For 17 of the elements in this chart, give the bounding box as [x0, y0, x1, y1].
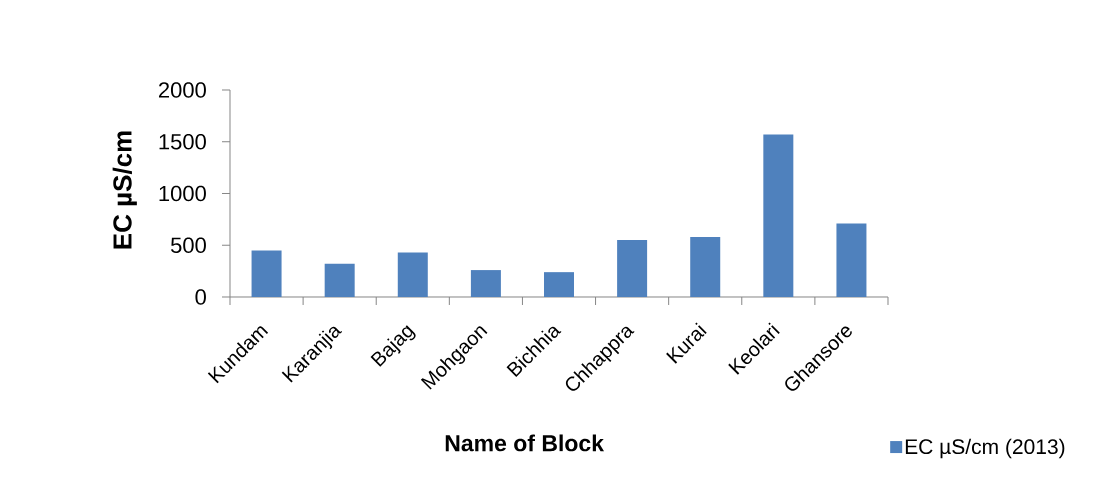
bar	[397, 252, 428, 297]
bar	[617, 240, 648, 297]
bar	[324, 263, 355, 297]
bar	[763, 134, 794, 297]
y-axis-title: EC µS/cm	[112, 131, 137, 249]
x-axis-title: Name of Block	[445, 434, 605, 452]
legend-label: EC µS/cm (2013)	[905, 438, 1065, 459]
y-tick-label: 0	[195, 289, 206, 305]
bar	[836, 223, 867, 297]
y-tick-label: 1000	[159, 185, 206, 202]
y-tick-label: 500	[170, 237, 206, 254]
bar	[470, 270, 501, 297]
bar	[251, 250, 282, 297]
y-tick-label: 1500	[159, 133, 206, 150]
y-tick-label: 2000	[158, 82, 206, 98]
bar	[690, 236, 721, 297]
bar	[544, 272, 574, 297]
